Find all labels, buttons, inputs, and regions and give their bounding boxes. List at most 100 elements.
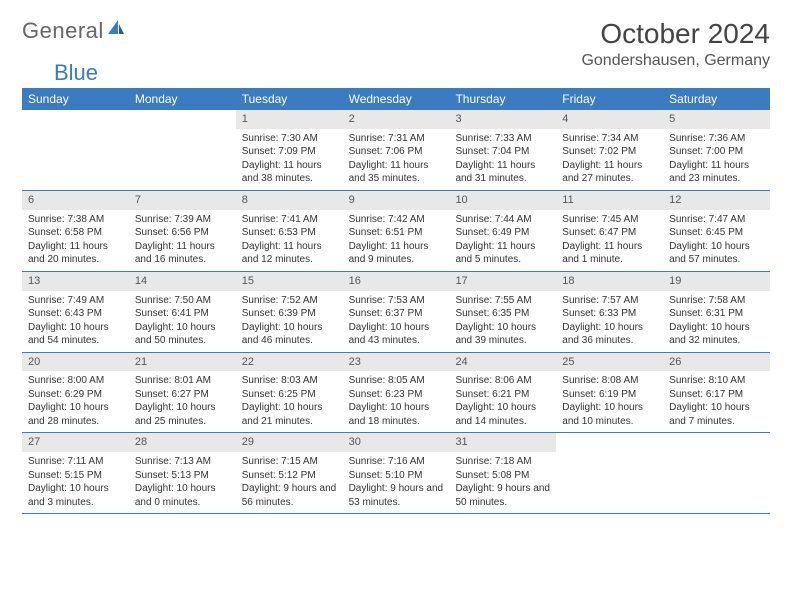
daylight-line: Daylight: 10 hours and 25 minutes. <box>135 401 230 428</box>
day-cell: 27Sunrise: 7:11 AMSunset: 5:15 PMDayligh… <box>22 433 129 513</box>
daylight-line: Daylight: 11 hours and 16 minutes. <box>135 240 230 267</box>
daylight-line: Daylight: 11 hours and 5 minutes. <box>455 240 550 267</box>
sunset-line: Sunset: 6:19 PM <box>562 388 657 402</box>
day-cell <box>663 433 770 513</box>
sunrise-line: Sunrise: 8:03 AM <box>242 374 337 388</box>
daylight-line: Daylight: 11 hours and 35 minutes. <box>349 159 444 186</box>
day-body: Sunrise: 7:57 AMSunset: 6:33 PMDaylight:… <box>556 291 663 352</box>
day-cell <box>22 110 129 190</box>
day-cell: 19Sunrise: 7:58 AMSunset: 6:31 PMDayligh… <box>663 272 770 352</box>
daylight-line: Daylight: 10 hours and 57 minutes. <box>669 240 764 267</box>
sunset-line: Sunset: 7:02 PM <box>562 145 657 159</box>
brand-sail-icon <box>106 18 126 36</box>
day-cell: 17Sunrise: 7:55 AMSunset: 6:35 PMDayligh… <box>449 272 556 352</box>
daylight-line: Daylight: 10 hours and 0 minutes. <box>135 482 230 509</box>
week-row: 20Sunrise: 8:00 AMSunset: 6:29 PMDayligh… <box>22 353 770 434</box>
day-number: 21 <box>129 353 236 372</box>
sunrise-line: Sunrise: 7:33 AM <box>455 132 550 146</box>
sunrise-line: Sunrise: 8:08 AM <box>562 374 657 388</box>
sunset-line: Sunset: 7:04 PM <box>455 145 550 159</box>
day-body: Sunrise: 8:05 AMSunset: 6:23 PMDaylight:… <box>343 371 450 432</box>
sunset-line: Sunset: 6:43 PM <box>28 307 123 321</box>
week-row: 27Sunrise: 7:11 AMSunset: 5:15 PMDayligh… <box>22 433 770 514</box>
sunrise-line: Sunrise: 7:30 AM <box>242 132 337 146</box>
week-row: 13Sunrise: 7:49 AMSunset: 6:43 PMDayligh… <box>22 272 770 353</box>
day-number: 9 <box>343 191 450 210</box>
sunrise-line: Sunrise: 7:45 AM <box>562 213 657 227</box>
calendar: SundayMondayTuesdayWednesdayThursdayFrid… <box>22 88 770 514</box>
sunrise-line: Sunrise: 7:52 AM <box>242 294 337 308</box>
daylight-line: Daylight: 10 hours and 43 minutes. <box>349 321 444 348</box>
daylight-line: Daylight: 10 hours and 54 minutes. <box>28 321 123 348</box>
day-body: Sunrise: 8:10 AMSunset: 6:17 PMDaylight:… <box>663 371 770 432</box>
daylight-line: Daylight: 10 hours and 32 minutes. <box>669 321 764 348</box>
day-body: Sunrise: 7:13 AMSunset: 5:13 PMDaylight:… <box>129 452 236 513</box>
sunset-line: Sunset: 6:31 PM <box>669 307 764 321</box>
day-cell <box>129 110 236 190</box>
day-cell: 31Sunrise: 7:18 AMSunset: 5:08 PMDayligh… <box>449 433 556 513</box>
daylight-line: Daylight: 10 hours and 7 minutes. <box>669 401 764 428</box>
sunset-line: Sunset: 5:12 PM <box>242 469 337 483</box>
day-cell: 22Sunrise: 8:03 AMSunset: 6:25 PMDayligh… <box>236 353 343 433</box>
sunset-line: Sunset: 5:10 PM <box>349 469 444 483</box>
daylight-line: Daylight: 11 hours and 38 minutes. <box>242 159 337 186</box>
sunset-line: Sunset: 5:13 PM <box>135 469 230 483</box>
sunrise-line: Sunrise: 7:39 AM <box>135 213 230 227</box>
sunrise-line: Sunrise: 7:13 AM <box>135 455 230 469</box>
day-cell: 9 Sunrise: 7:42 AMSunset: 6:51 PMDaylight… <box>343 191 450 271</box>
day-body: Sunrise: 7:18 AMSunset: 5:08 PMDaylight:… <box>449 452 556 513</box>
day-body: Sunrise: 7:30 AMSunset: 7:09 PMDaylight:… <box>236 129 343 190</box>
day-number: 14 <box>129 272 236 291</box>
brand-part2: Blue <box>54 60 792 86</box>
sunset-line: Sunset: 6:27 PM <box>135 388 230 402</box>
sunset-line: Sunset: 6:37 PM <box>349 307 444 321</box>
sunset-line: Sunset: 6:21 PM <box>455 388 550 402</box>
daylight-line: Daylight: 11 hours and 27 minutes. <box>562 159 657 186</box>
sunset-line: Sunset: 6:41 PM <box>135 307 230 321</box>
weekday-header: Tuesday <box>236 88 343 110</box>
day-cell: 6Sunrise: 7:38 AMSunset: 6:58 PMDaylight… <box>22 191 129 271</box>
sunset-line: Sunset: 6:29 PM <box>28 388 123 402</box>
day-cell: 20Sunrise: 8:00 AMSunset: 6:29 PMDayligh… <box>22 353 129 433</box>
day-cell: 16Sunrise: 7:53 AMSunset: 6:37 PMDayligh… <box>343 272 450 352</box>
sunset-line: Sunset: 6:25 PM <box>242 388 337 402</box>
sunrise-line: Sunrise: 8:10 AM <box>669 374 764 388</box>
day-cell: 25Sunrise: 8:08 AMSunset: 6:19 PMDayligh… <box>556 353 663 433</box>
sunrise-line: Sunrise: 7:34 AM <box>562 132 657 146</box>
day-body: Sunrise: 7:52 AMSunset: 6:39 PMDaylight:… <box>236 291 343 352</box>
day-number: 31 <box>449 433 556 452</box>
day-body: Sunrise: 7:41 AMSunset: 6:53 PMDaylight:… <box>236 210 343 271</box>
sunrise-line: Sunrise: 8:05 AM <box>349 374 444 388</box>
day-body: Sunrise: 7:55 AMSunset: 6:35 PMDaylight:… <box>449 291 556 352</box>
day-number: 28 <box>129 433 236 452</box>
sunrise-line: Sunrise: 7:15 AM <box>242 455 337 469</box>
day-body: Sunrise: 8:00 AMSunset: 6:29 PMDaylight:… <box>22 371 129 432</box>
day-cell: 18Sunrise: 7:57 AMSunset: 6:33 PMDayligh… <box>556 272 663 352</box>
day-number: 13 <box>22 272 129 291</box>
day-cell: 30Sunrise: 7:16 AMSunset: 5:10 PMDayligh… <box>343 433 450 513</box>
sunrise-line: Sunrise: 7:42 AM <box>349 213 444 227</box>
sunrise-line: Sunrise: 7:18 AM <box>455 455 550 469</box>
day-number: 12 <box>663 191 770 210</box>
day-number: 3 <box>449 110 556 129</box>
day-cell: 5Sunrise: 7:36 AMSunset: 7:00 PMDaylight… <box>663 110 770 190</box>
day-cell: 26Sunrise: 8:10 AMSunset: 6:17 PMDayligh… <box>663 353 770 433</box>
day-body: Sunrise: 7:39 AMSunset: 6:56 PMDaylight:… <box>129 210 236 271</box>
sunrise-line: Sunrise: 7:44 AM <box>455 213 550 227</box>
day-cell: 8Sunrise: 7:41 AMSunset: 6:53 PMDaylight… <box>236 191 343 271</box>
day-body: Sunrise: 7:44 AMSunset: 6:49 PMDaylight:… <box>449 210 556 271</box>
weekday-header: Saturday <box>663 88 770 110</box>
sunset-line: Sunset: 6:51 PM <box>349 226 444 240</box>
day-cell: 3 Sunrise: 7:33 AMSunset: 7:04 PMDaylight… <box>449 110 556 190</box>
day-body: Sunrise: 7:53 AMSunset: 6:37 PMDaylight:… <box>343 291 450 352</box>
day-cell: 15Sunrise: 7:52 AMSunset: 6:39 PMDayligh… <box>236 272 343 352</box>
day-body: Sunrise: 7:49 AMSunset: 6:43 PMDaylight:… <box>22 291 129 352</box>
sunset-line: Sunset: 5:08 PM <box>455 469 550 483</box>
daylight-line: Daylight: 10 hours and 28 minutes. <box>28 401 123 428</box>
day-number: 29 <box>236 433 343 452</box>
day-number: 18 <box>556 272 663 291</box>
daylight-line: Daylight: 11 hours and 31 minutes. <box>455 159 550 186</box>
weekday-header: Thursday <box>449 88 556 110</box>
daylight-line: Daylight: 11 hours and 9 minutes. <box>349 240 444 267</box>
sunset-line: Sunset: 5:15 PM <box>28 469 123 483</box>
